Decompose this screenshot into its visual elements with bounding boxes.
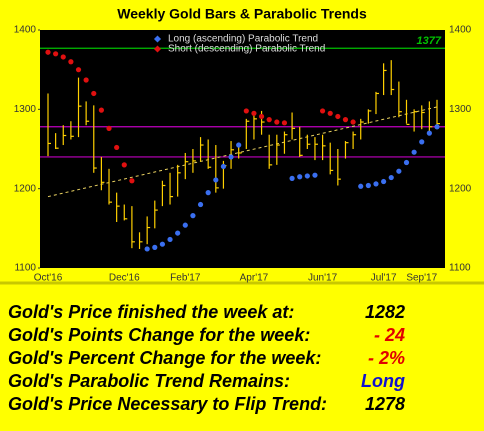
trend-dot <box>129 178 135 184</box>
y-tick-label: 1200 <box>14 183 37 194</box>
stat-label: Gold's Price finished the week at: <box>8 302 294 322</box>
trend-dot <box>114 144 120 151</box>
legend-label: Short (descending) Parabolic Trend <box>168 44 325 55</box>
y2-tick-label: 1200 <box>449 183 472 194</box>
trend-dot <box>251 110 257 116</box>
stat-value: Long <box>361 371 405 391</box>
x-tick-label: Sep'17 <box>406 273 437 284</box>
trend-dot <box>175 230 181 236</box>
trend-dot <box>274 119 280 125</box>
x-tick-label: Feb'17 <box>170 273 201 284</box>
trend-dot <box>91 90 97 97</box>
trend-line <box>47 106 438 198</box>
trend-dot <box>83 77 89 83</box>
stat-value: 1282 <box>365 302 405 322</box>
plot-area <box>40 30 445 268</box>
x-tick-label: Jul'17 <box>371 273 397 284</box>
stat-label: Gold's Points Change for the week: <box>8 325 310 345</box>
trend-dot <box>350 119 356 125</box>
reference-label: 1377 <box>417 35 442 47</box>
trend-dot <box>75 67 82 73</box>
chart-title: Weekly Gold Bars & Parabolic Trends <box>117 6 367 22</box>
trend-dot <box>121 162 127 168</box>
trend-dot <box>434 124 440 130</box>
trend-dot <box>358 183 364 189</box>
trend-dot <box>266 117 272 123</box>
trend-dot <box>45 49 51 55</box>
trend-dot <box>365 182 371 189</box>
trend-dot <box>213 177 219 183</box>
trend-dot <box>258 113 265 120</box>
trend-dot <box>304 173 310 179</box>
trend-dot <box>159 241 166 247</box>
trend-dot <box>396 168 402 174</box>
trend-dot <box>205 190 211 196</box>
trend-dot <box>53 51 59 57</box>
trend-dot <box>335 113 341 120</box>
trend-dot <box>289 175 295 181</box>
trend-dot <box>312 172 318 178</box>
trend-dot <box>106 125 112 131</box>
trend-dot <box>381 178 387 185</box>
x-tick-label: Jun'17 <box>308 273 338 284</box>
x-tick-label: Oct'16 <box>34 273 63 284</box>
y-tick-label: 1300 <box>14 104 37 115</box>
stat-label: Gold's Percent Change for the week: <box>8 348 321 368</box>
trend-dot <box>403 159 410 166</box>
trend-dot <box>68 59 74 65</box>
trend-dot <box>152 244 158 250</box>
stat-label: Gold's Price Necessary to Flip Trend: <box>8 394 327 414</box>
x-tick-label: Dec'16 <box>109 273 140 284</box>
trend-dot <box>144 246 150 252</box>
trend-dot <box>60 54 66 60</box>
trend-dot <box>297 174 303 180</box>
stat-label: Gold's Parabolic Trend Remains: <box>8 371 290 391</box>
trend-dot <box>243 108 249 114</box>
y-tick-label: 1400 <box>14 25 37 36</box>
trend-dot <box>388 174 394 181</box>
stat-value: 1278 <box>365 394 405 414</box>
trend-dot <box>411 149 417 155</box>
trend-dot <box>228 154 234 160</box>
trend-dot <box>319 108 326 114</box>
x-tick-label: Apr'17 <box>240 273 269 284</box>
y-tick-label: 1100 <box>14 263 36 274</box>
stat-value: - 24 <box>374 325 405 345</box>
trend-dot <box>190 213 196 219</box>
trend-dot <box>426 130 432 136</box>
stat-value: - 2% <box>368 348 405 368</box>
y2-tick-label: 1100 <box>449 263 471 274</box>
trend-dot <box>98 107 104 113</box>
trend-dot <box>167 236 173 243</box>
legend-marker <box>153 45 162 53</box>
trend-dot <box>419 139 425 145</box>
trend-dot <box>327 110 333 116</box>
trend-dot <box>342 117 349 123</box>
y2-tick-label: 1400 <box>449 25 472 36</box>
trend-dot <box>236 142 242 148</box>
legend-label: Long (ascending) Parabolic Trend <box>168 34 318 45</box>
trend-dot <box>182 222 188 228</box>
trend-dot <box>373 181 379 187</box>
legend-marker <box>153 35 162 43</box>
trend-dot <box>220 163 227 170</box>
trend-dot <box>197 201 204 208</box>
trend-dot <box>281 120 288 126</box>
y2-tick-label: 1300 <box>449 104 472 115</box>
